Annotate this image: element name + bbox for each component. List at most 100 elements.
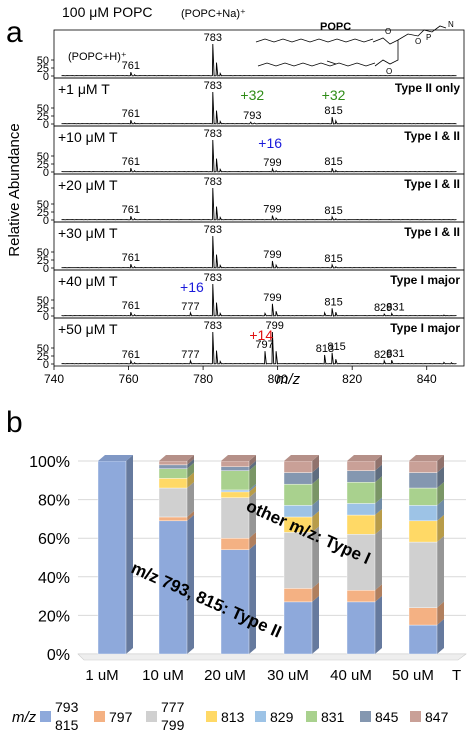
bar-segment-side — [187, 458, 194, 469]
y-tick-label: 50 — [37, 55, 49, 67]
bar-segment-side — [187, 462, 194, 479]
category-label: 50 uM — [392, 667, 434, 684]
condition-label: +40 μM T — [58, 273, 118, 289]
peak-label: 799 — [263, 292, 281, 304]
peak-label: 761 — [122, 108, 140, 120]
bar-segment — [283, 532, 313, 589]
peak-label: 813 — [316, 343, 334, 355]
y-tick-label: 0 — [43, 215, 49, 227]
legend-swatch — [146, 711, 157, 722]
bar-segment — [408, 460, 438, 473]
peak-label: 761 — [122, 300, 140, 312]
panel-b-legend: m/z 793 815 797 777 799 813 829 831 845 847 — [12, 699, 449, 733]
condition-label: +10 μM T — [58, 129, 118, 145]
bar-segment-side — [249, 455, 256, 467]
bar-top-face — [409, 455, 444, 461]
bar-segment — [408, 541, 438, 608]
bar-top-face — [221, 455, 256, 461]
bar-segment — [158, 487, 188, 518]
category-label: 10 uM — [142, 667, 184, 684]
y-tick-label: 25 — [37, 111, 49, 123]
peak-label: 777 — [181, 301, 199, 313]
y-tick-label: 25 — [37, 63, 49, 75]
y-tick-label: 25 — [37, 159, 49, 171]
bar-segment — [220, 538, 250, 550]
type-label: Type II only — [395, 81, 460, 95]
bar-segment-side — [437, 455, 444, 473]
bar-segment-side — [375, 476, 382, 504]
bar-segment — [283, 472, 313, 485]
panel-b-x-ticks: 1 uM 10 uM 20 uM 30 uM 40 uM 50 uM — [85, 667, 434, 684]
peak-label: 783 — [204, 224, 222, 236]
bar-segment — [283, 460, 313, 473]
stacked-bar — [283, 455, 319, 655]
x-tick-label: 800 — [268, 372, 288, 386]
x-tick-label: 820 — [342, 372, 362, 386]
bar-segment-side — [312, 595, 319, 654]
bar-segment — [220, 489, 250, 493]
bar-segment-side — [375, 464, 382, 483]
bar-segment — [283, 601, 313, 655]
headgroup-link — [397, 25, 447, 41]
spectrum-trace — [61, 91, 457, 125]
y-tick-label: 0 — [43, 167, 49, 179]
stacked-bar — [97, 455, 133, 655]
bar-segment-side — [437, 536, 444, 608]
peak-label: 815 — [327, 341, 345, 353]
peak-label: 799 — [263, 204, 281, 216]
mass-shift-label: +16 — [258, 135, 282, 151]
bar-segment-side — [312, 466, 319, 485]
legend-label: 793 — [55, 699, 79, 715]
y-tick-label: 0% — [47, 647, 70, 664]
bar-segment — [97, 460, 127, 655]
peak-label: 783 — [204, 32, 222, 44]
type-label: Type I & II — [404, 129, 460, 143]
peak-label: 777 — [181, 349, 199, 361]
spectrum-trace — [61, 331, 457, 365]
legend-label: 797 — [109, 709, 133, 725]
peak-label: 815 — [324, 105, 342, 117]
peak-label: 761 — [122, 60, 140, 72]
spectrum-trace — [61, 283, 457, 318]
bar-segment-side — [312, 526, 319, 589]
chart-floor — [77, 653, 467, 661]
bar-segment — [346, 460, 376, 471]
bar-top-face — [347, 455, 382, 461]
bar-segment — [220, 470, 250, 491]
y-tick-label: 50 — [37, 151, 49, 163]
bar-segment-side — [437, 499, 444, 521]
bar-segment-side — [249, 532, 256, 550]
peak-label: 815 — [324, 296, 342, 308]
ion-label-h: (POPC+H)⁺ — [68, 51, 127, 63]
peak-label: 793 — [243, 110, 261, 122]
bar-segment — [158, 468, 188, 479]
nitrogen-atom: N — [448, 20, 454, 29]
x-tick-label: 840 — [417, 372, 437, 386]
bar-top-face — [159, 455, 194, 461]
y-tick-label: 0 — [43, 119, 49, 131]
y-tick-label: 50 — [37, 103, 49, 115]
y-tick-label: 40% — [38, 570, 70, 587]
y-tick-label: 25 — [37, 303, 49, 315]
bar-segment-side — [375, 509, 382, 535]
panel-b-axis: 0% 20% 40% 60% 80% 100% — [29, 454, 467, 664]
legend-label: 847 — [425, 709, 449, 725]
bar-segment-side — [312, 499, 319, 517]
bar-segment — [346, 590, 376, 603]
y-tick-label: 0 — [43, 311, 49, 323]
bar-segment — [346, 470, 376, 483]
mass-shift-label: +32 — [240, 87, 264, 103]
legend-swatch — [410, 711, 421, 722]
condition-label: +20 μM T — [58, 177, 118, 193]
legend-label: 813 — [221, 709, 245, 725]
legend-label: 815 — [55, 717, 79, 733]
bar-segment — [158, 478, 188, 489]
bar-segment-side — [375, 595, 382, 654]
